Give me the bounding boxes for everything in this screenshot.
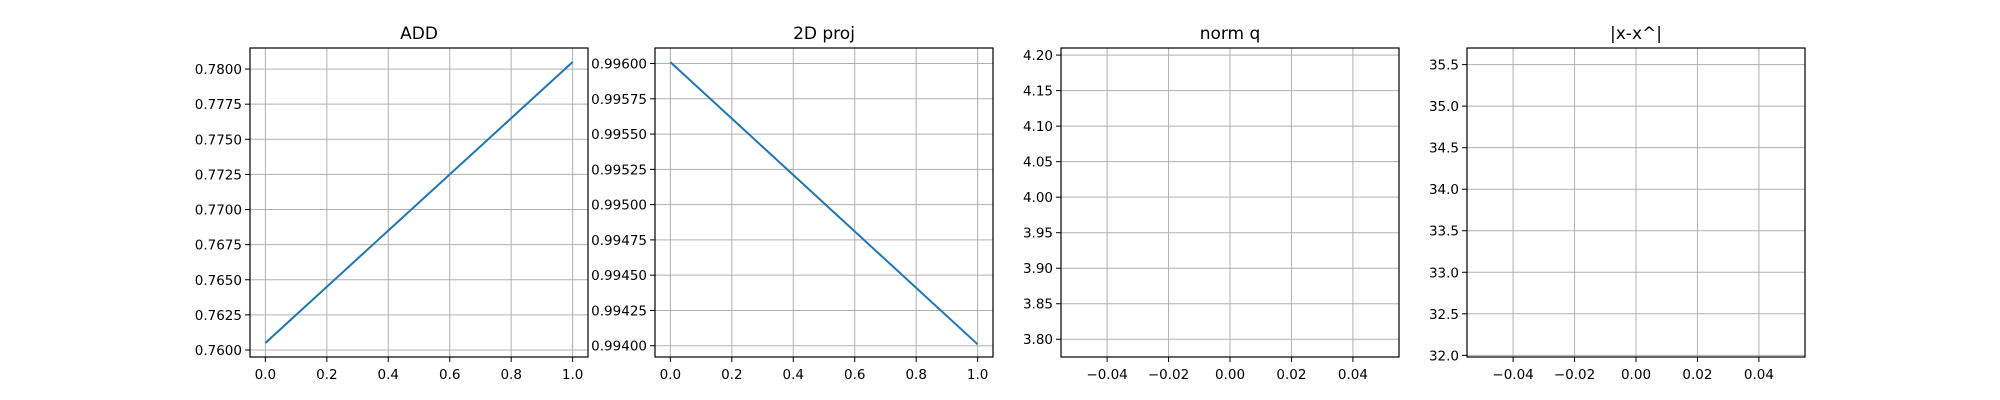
subplot-title: 2D proj xyxy=(793,24,855,44)
y-tick-label: 33.5 xyxy=(1429,224,1459,240)
x-tick-label: 0.4 xyxy=(378,367,399,383)
y-tick-label: 0.99550 xyxy=(591,127,647,143)
subplot-2d-proj: 2D proj 0.0 0.2 0.4 0.6 0.8 1.0 0.99400 0.99425… xyxy=(591,24,994,383)
y-tick-label: 4.15 xyxy=(1023,84,1053,100)
y-tick-label: 0.7625 xyxy=(195,308,242,324)
y-tick-label: 4.00 xyxy=(1023,190,1053,206)
y-tick-label: 0.7675 xyxy=(195,238,242,254)
x-tick-label: 0.6 xyxy=(439,367,460,383)
x-tick-label: 0.02 xyxy=(1276,367,1306,383)
x-tick-label: 1.0 xyxy=(562,367,583,383)
y-tick-label: 0.7650 xyxy=(195,273,242,289)
x-tick-label: 0.04 xyxy=(1338,367,1368,383)
axes-frame xyxy=(249,47,589,358)
y-tick-label: 0.99575 xyxy=(591,92,647,108)
x-tick-label: 0.6 xyxy=(844,367,865,383)
y-tick-label: 3.80 xyxy=(1023,332,1053,348)
y-tick-label: 0.99450 xyxy=(591,268,647,284)
y-tick-label: 33.0 xyxy=(1429,265,1459,281)
x-tick-label: 1.0 xyxy=(967,367,988,383)
subplot-abs-error: |x-x^| −0.04 −0.02 0.00 0.02 0.04 32.0 32.5 33.… xyxy=(1429,24,1806,383)
y-tick-label: 0.7600 xyxy=(195,343,242,359)
subplot-title: |x-x^| xyxy=(1610,24,1662,44)
x-tick-label: 0.8 xyxy=(500,367,521,383)
subplot-norm-q: norm q −0.04 −0.02 0.00 0.02 0.04 3.80 3.85 3.9… xyxy=(1023,24,1400,383)
y-tick-label: 34.5 xyxy=(1429,141,1459,157)
x-tick-label: −0.02 xyxy=(1554,367,1595,383)
y-tick-label: 35.5 xyxy=(1429,58,1459,74)
y-tick-label: 4.10 xyxy=(1023,119,1053,135)
y-tick-label: 34.0 xyxy=(1429,182,1459,198)
x-tick-label: 0.00 xyxy=(1215,367,1245,383)
y-tick-label: 0.7725 xyxy=(195,167,242,183)
y-tick-label: 0.99400 xyxy=(591,339,647,355)
x-tick-label: 0.4 xyxy=(783,367,804,383)
y-tick-label: 4.05 xyxy=(1023,155,1053,171)
x-tick-label: 0.2 xyxy=(316,367,337,383)
x-tick-label: 0.0 xyxy=(255,367,276,383)
y-tick-label: 0.7775 xyxy=(195,97,242,113)
y-tick-label: 0.7750 xyxy=(195,132,242,148)
subplot-title: norm q xyxy=(1200,24,1261,44)
x-tick-label: 0.8 xyxy=(905,367,926,383)
y-tick-label: 0.7800 xyxy=(195,62,242,78)
y-tick-label: 3.90 xyxy=(1023,261,1053,277)
y-tick-label: 32.0 xyxy=(1429,348,1459,364)
x-tick-label: −0.02 xyxy=(1148,367,1189,383)
subplot-title: ADD xyxy=(400,24,438,44)
x-tick-label: −0.04 xyxy=(1086,367,1127,383)
y-tick-label: 0.99425 xyxy=(591,303,647,319)
y-tick-label: 0.99475 xyxy=(591,233,647,249)
x-tick-label: −0.04 xyxy=(1492,367,1533,383)
y-tick-label: 4.20 xyxy=(1023,48,1053,64)
y-tick-label: 0.99525 xyxy=(591,162,647,178)
y-tick-label: 0.7700 xyxy=(195,203,242,219)
x-tick-label: 0.02 xyxy=(1682,367,1712,383)
x-tick-label: 0.04 xyxy=(1744,367,1774,383)
series-line xyxy=(264,61,574,344)
y-tick-label: 3.85 xyxy=(1023,297,1053,313)
series-line xyxy=(669,61,979,346)
x-tick-label: 0.0 xyxy=(660,367,681,383)
axes-frame xyxy=(654,47,994,358)
y-tick-label: 0.99600 xyxy=(591,57,647,73)
y-tick-label: 32.5 xyxy=(1429,307,1459,323)
y-tick-label: 3.95 xyxy=(1023,226,1053,242)
x-tick-label: 0.2 xyxy=(721,367,742,383)
subplot-add: ADD 0.0 0.2 0.4 0.6 0.8 1.0 0.7600 0.7625 0.7650… xyxy=(195,24,589,383)
x-tick-label: 0.00 xyxy=(1621,367,1651,383)
y-tick-label: 0.99500 xyxy=(591,198,647,214)
y-tick-label: 35.0 xyxy=(1429,99,1459,115)
